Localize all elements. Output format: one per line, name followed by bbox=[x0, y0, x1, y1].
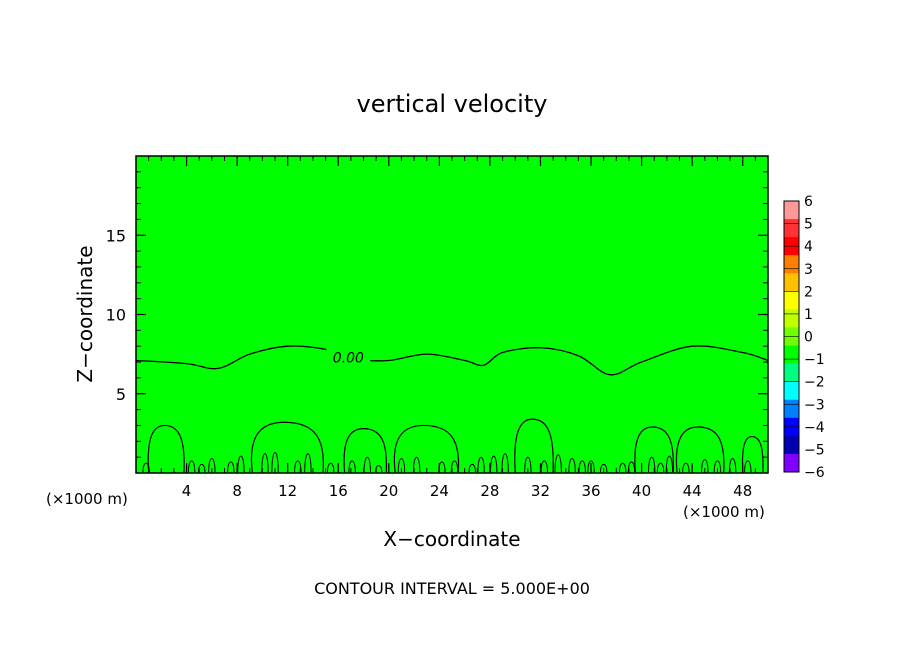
colorbar-swatch bbox=[784, 363, 799, 383]
small-contour bbox=[578, 460, 586, 473]
colorbar-swatch bbox=[784, 291, 799, 310]
small-contour bbox=[682, 462, 690, 473]
y-tick-label: 10 bbox=[106, 306, 126, 325]
small-contour bbox=[713, 460, 722, 473]
updraft-contours bbox=[142, 418, 764, 473]
updraft-cell-6 bbox=[634, 426, 674, 473]
small-contour bbox=[208, 457, 216, 473]
updraft-cell-2 bbox=[250, 421, 324, 473]
small-contour bbox=[656, 462, 665, 473]
updraft-cell-8 bbox=[741, 435, 764, 473]
colorbar-label: 6 bbox=[804, 194, 813, 210]
small-contour bbox=[490, 455, 498, 473]
x-tick-label: 20 bbox=[379, 482, 398, 500]
small-contour bbox=[271, 452, 279, 473]
small-contour bbox=[237, 455, 245, 473]
small-contour bbox=[348, 460, 356, 473]
colorbar-label: −2 bbox=[804, 375, 825, 391]
small-contour bbox=[701, 459, 709, 473]
colorbar-swatch bbox=[784, 345, 799, 365]
colorbar-swatch bbox=[784, 201, 799, 220]
y-axis-label: Z−coordinate bbox=[73, 245, 97, 382]
colorbar-swatch bbox=[784, 309, 799, 328]
x-tick-label: 16 bbox=[329, 482, 348, 500]
colorbar-label: 1 bbox=[804, 307, 813, 323]
plot-area: 0.00 bbox=[135, 155, 769, 474]
small-contour bbox=[665, 455, 674, 473]
small-contour bbox=[587, 460, 595, 473]
small-contour bbox=[524, 456, 532, 473]
colorbar-label: 2 bbox=[804, 284, 813, 300]
small-contour bbox=[363, 456, 372, 473]
x-tick-label: 8 bbox=[232, 482, 242, 500]
colorbar-swatch bbox=[784, 273, 799, 292]
small-contour bbox=[227, 461, 235, 473]
colorbar-label: 4 bbox=[804, 239, 813, 255]
x-tick-label: 24 bbox=[430, 482, 449, 500]
zero-contour-line bbox=[135, 345, 769, 376]
contour-label-gap bbox=[326, 348, 371, 365]
x-unit-left: (×1000 m) bbox=[46, 490, 128, 508]
colorbar-label: −6 bbox=[804, 465, 825, 481]
x-tick-label: 48 bbox=[733, 482, 752, 500]
x-axis-label: X−coordinate bbox=[383, 527, 520, 551]
colorbar-label: −5 bbox=[804, 442, 825, 458]
x-tick-label: 12 bbox=[278, 482, 297, 500]
small-contour bbox=[568, 457, 576, 473]
contour-label: 0.00 bbox=[333, 350, 364, 366]
x-axis-ticks: 4 8 12 16 20 24 28 32 36 40 44 48 bbox=[148, 156, 756, 500]
contour-interval-footer: CONTOUR INTERVAL = 5.000E+00 bbox=[314, 579, 590, 598]
x-tick-label: 40 bbox=[632, 482, 651, 500]
small-contour bbox=[599, 463, 608, 473]
colorbar-label: −1 bbox=[804, 352, 825, 368]
colorbar-swatch bbox=[784, 381, 799, 401]
colorbar-swatch bbox=[784, 255, 799, 274]
x-tick-label: 32 bbox=[531, 482, 550, 500]
colorbar-swatch bbox=[784, 435, 799, 455]
small-contour bbox=[326, 462, 335, 473]
small-contour bbox=[397, 457, 406, 473]
small-contour bbox=[468, 463, 476, 473]
y-axis-ticks: 5 10 15 bbox=[106, 171, 768, 458]
updraft-cell-7 bbox=[675, 426, 725, 473]
x-tick-label: 36 bbox=[581, 482, 600, 500]
updraft-cell-3 bbox=[343, 428, 388, 473]
small-contour bbox=[554, 454, 562, 473]
updraft-cell-1 bbox=[147, 424, 185, 473]
colorbar-label: 5 bbox=[804, 217, 813, 233]
plot-fill bbox=[136, 156, 768, 473]
small-contour bbox=[412, 456, 421, 473]
colorbar-label: 3 bbox=[804, 262, 813, 278]
small-contour bbox=[187, 460, 196, 473]
colorbar-swatch bbox=[784, 453, 799, 473]
x-unit-right: (×1000 m) bbox=[683, 503, 765, 521]
colorbar-label: 0 bbox=[804, 330, 813, 346]
colorbar-label: −4 bbox=[804, 420, 825, 436]
colorbar-swatch bbox=[784, 399, 799, 419]
y-tick-label: 5 bbox=[116, 385, 126, 404]
small-contour bbox=[648, 456, 656, 473]
chart-title: vertical velocity bbox=[357, 90, 548, 118]
small-contour bbox=[618, 462, 627, 473]
small-contour bbox=[501, 453, 509, 473]
small-contour bbox=[744, 460, 752, 473]
colorbar-swatch bbox=[784, 219, 799, 238]
updraft-cell-4 bbox=[393, 424, 460, 473]
colorbar: 6 5 4 3 2 1 0 −1 −2 −3 −4 −5 −6 bbox=[783, 194, 825, 481]
x-tick-label: 44 bbox=[683, 482, 702, 500]
x-tick-label: 28 bbox=[480, 482, 499, 500]
colorbar-label: −3 bbox=[804, 397, 825, 413]
small-contour bbox=[304, 453, 312, 473]
small-contour bbox=[261, 453, 269, 473]
y-tick-label: 15 bbox=[106, 226, 126, 245]
small-contour bbox=[540, 460, 548, 473]
x-tick-label: 4 bbox=[182, 482, 192, 500]
updraft-cell-5 bbox=[514, 418, 554, 473]
small-contour bbox=[477, 456, 485, 473]
